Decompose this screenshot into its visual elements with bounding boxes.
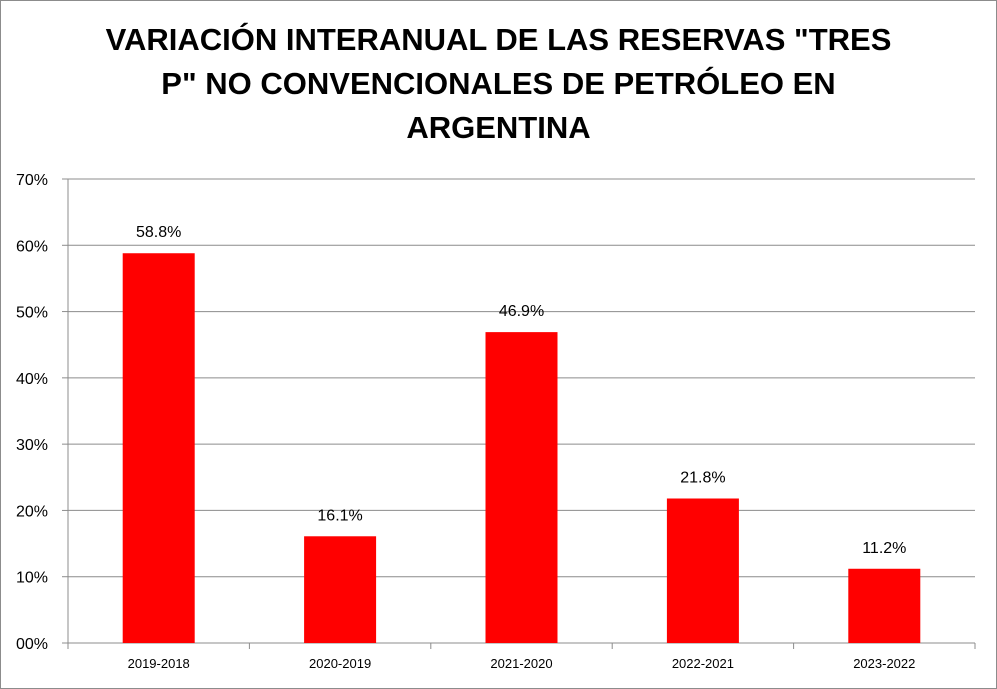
bar-2020-2019 (304, 536, 377, 643)
y-tick-label: 70% (16, 172, 48, 189)
data-label-2023-2022: 11.2% (862, 540, 906, 557)
bar-2021-2020 (485, 332, 558, 643)
bar-2023-2022 (848, 568, 921, 643)
chart-title-line-3: ARGENTINA (406, 110, 591, 145)
x-tick-label-2023-2022: 2023-2022 (853, 656, 915, 671)
x-tick-label-2020-2019: 2020-2019 (309, 656, 371, 671)
data-labels: 58.8% 16.1% 46.9% 21.8% 11.2% (136, 224, 906, 557)
x-tick-label-2022-2021: 2022-2021 (672, 656, 734, 671)
bars (122, 253, 921, 644)
x-tick-label-2019-2018: 2019-2018 (128, 656, 190, 671)
x-axis-ticks: 2019-2018 2020-2019 2021-2020 2022-2021 2023… (67, 643, 976, 671)
data-label-2020-2019: 16.1% (317, 507, 362, 524)
chart-title: VARIACIÓN INTERANUAL DE LAS RESERVAS "TR… (0, 18, 997, 150)
y-tick-label: 00% (16, 636, 48, 653)
y-tick-label: 60% (16, 238, 48, 255)
bar-2022-2021 (666, 498, 739, 643)
y-tick-label: 40% (16, 371, 48, 388)
y-tick-label: 50% (16, 305, 48, 322)
y-tick-label: 30% (16, 437, 48, 454)
y-tick-label: 20% (16, 503, 48, 520)
y-tick-label: 10% (16, 570, 48, 587)
data-label-2019-2018: 58.8% (136, 224, 181, 241)
y-axis-ticks: 00% 10% 20% 30% 40% 50% 60% 70% (16, 172, 68, 653)
chart-title-line-2: P" NO CONVENCIONALES DE PETRÓLEO EN (161, 66, 836, 101)
data-label-2021-2020: 46.9% (499, 303, 544, 320)
x-tick-label-2021-2020: 2021-2020 (490, 656, 552, 671)
data-label-2022-2021: 21.8% (680, 469, 725, 486)
bar-2019-2018 (122, 253, 195, 644)
chart-title-line-1: VARIACIÓN INTERANUAL DE LAS RESERVAS "TR… (105, 22, 892, 57)
